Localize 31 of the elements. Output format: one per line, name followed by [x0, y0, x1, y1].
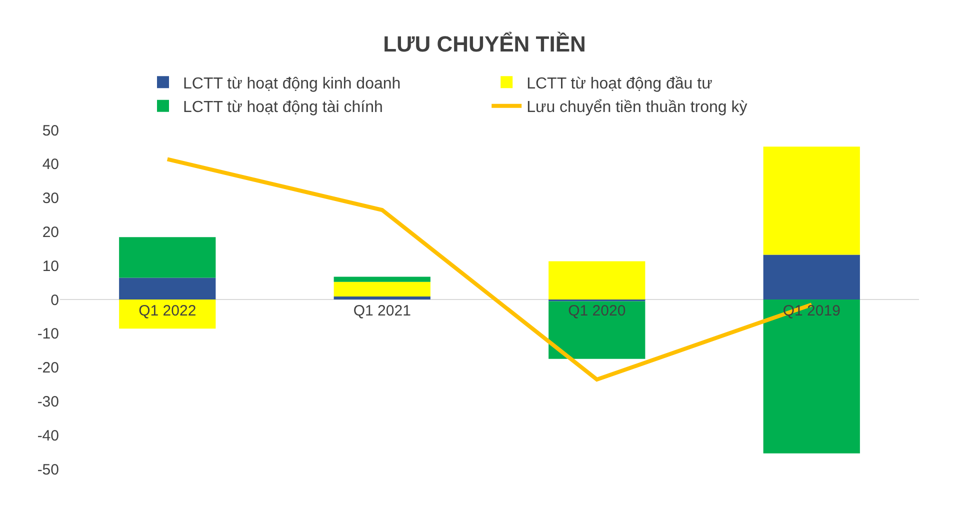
- legend-label: Lưu chuyển tiền thuần trong kỳ: [526, 99, 748, 116]
- bar: [763, 146, 860, 255]
- y-tick-label: 10: [42, 258, 59, 275]
- bar: [119, 237, 216, 278]
- x-tick-label: Q1 2021: [353, 302, 411, 320]
- y-tick-label: -50: [37, 461, 59, 478]
- y-tick-label: -40: [37, 427, 59, 444]
- y-tick-label: 0: [50, 292, 59, 309]
- bar: [334, 276, 430, 282]
- bar: [119, 300, 216, 329]
- legend-label: LCTT từ hoạt động tài chính: [183, 99, 383, 116]
- bar: [119, 278, 216, 300]
- chart-title: LƯU CHUYỂN TIỀN: [383, 32, 586, 57]
- bar: [548, 301, 646, 359]
- y-tick-label: 30: [42, 190, 59, 208]
- x-tick-label: Q1 2020: [568, 302, 626, 320]
- y-tick-label: -20: [37, 360, 59, 377]
- bar: [334, 282, 430, 296]
- y-tick-label: -30: [37, 393, 59, 410]
- x-tick-label: Q1 2019: [782, 302, 840, 320]
- y-tick-label: -10: [37, 326, 59, 343]
- bar: [548, 261, 646, 300]
- y-tick-label: 20: [42, 224, 59, 241]
- y-tick-label: 40: [42, 156, 59, 174]
- legend-label: LCTT từ hoạt động đầu tư: [526, 75, 713, 92]
- bar: [334, 296, 430, 300]
- bar: [763, 300, 860, 454]
- bar: [763, 254, 860, 300]
- legend-label: LCTT từ hoạt động kinh doanh: [183, 75, 401, 92]
- y-tick-label: 50: [42, 122, 59, 140]
- x-tick-label: Q1 2022: [138, 302, 196, 320]
